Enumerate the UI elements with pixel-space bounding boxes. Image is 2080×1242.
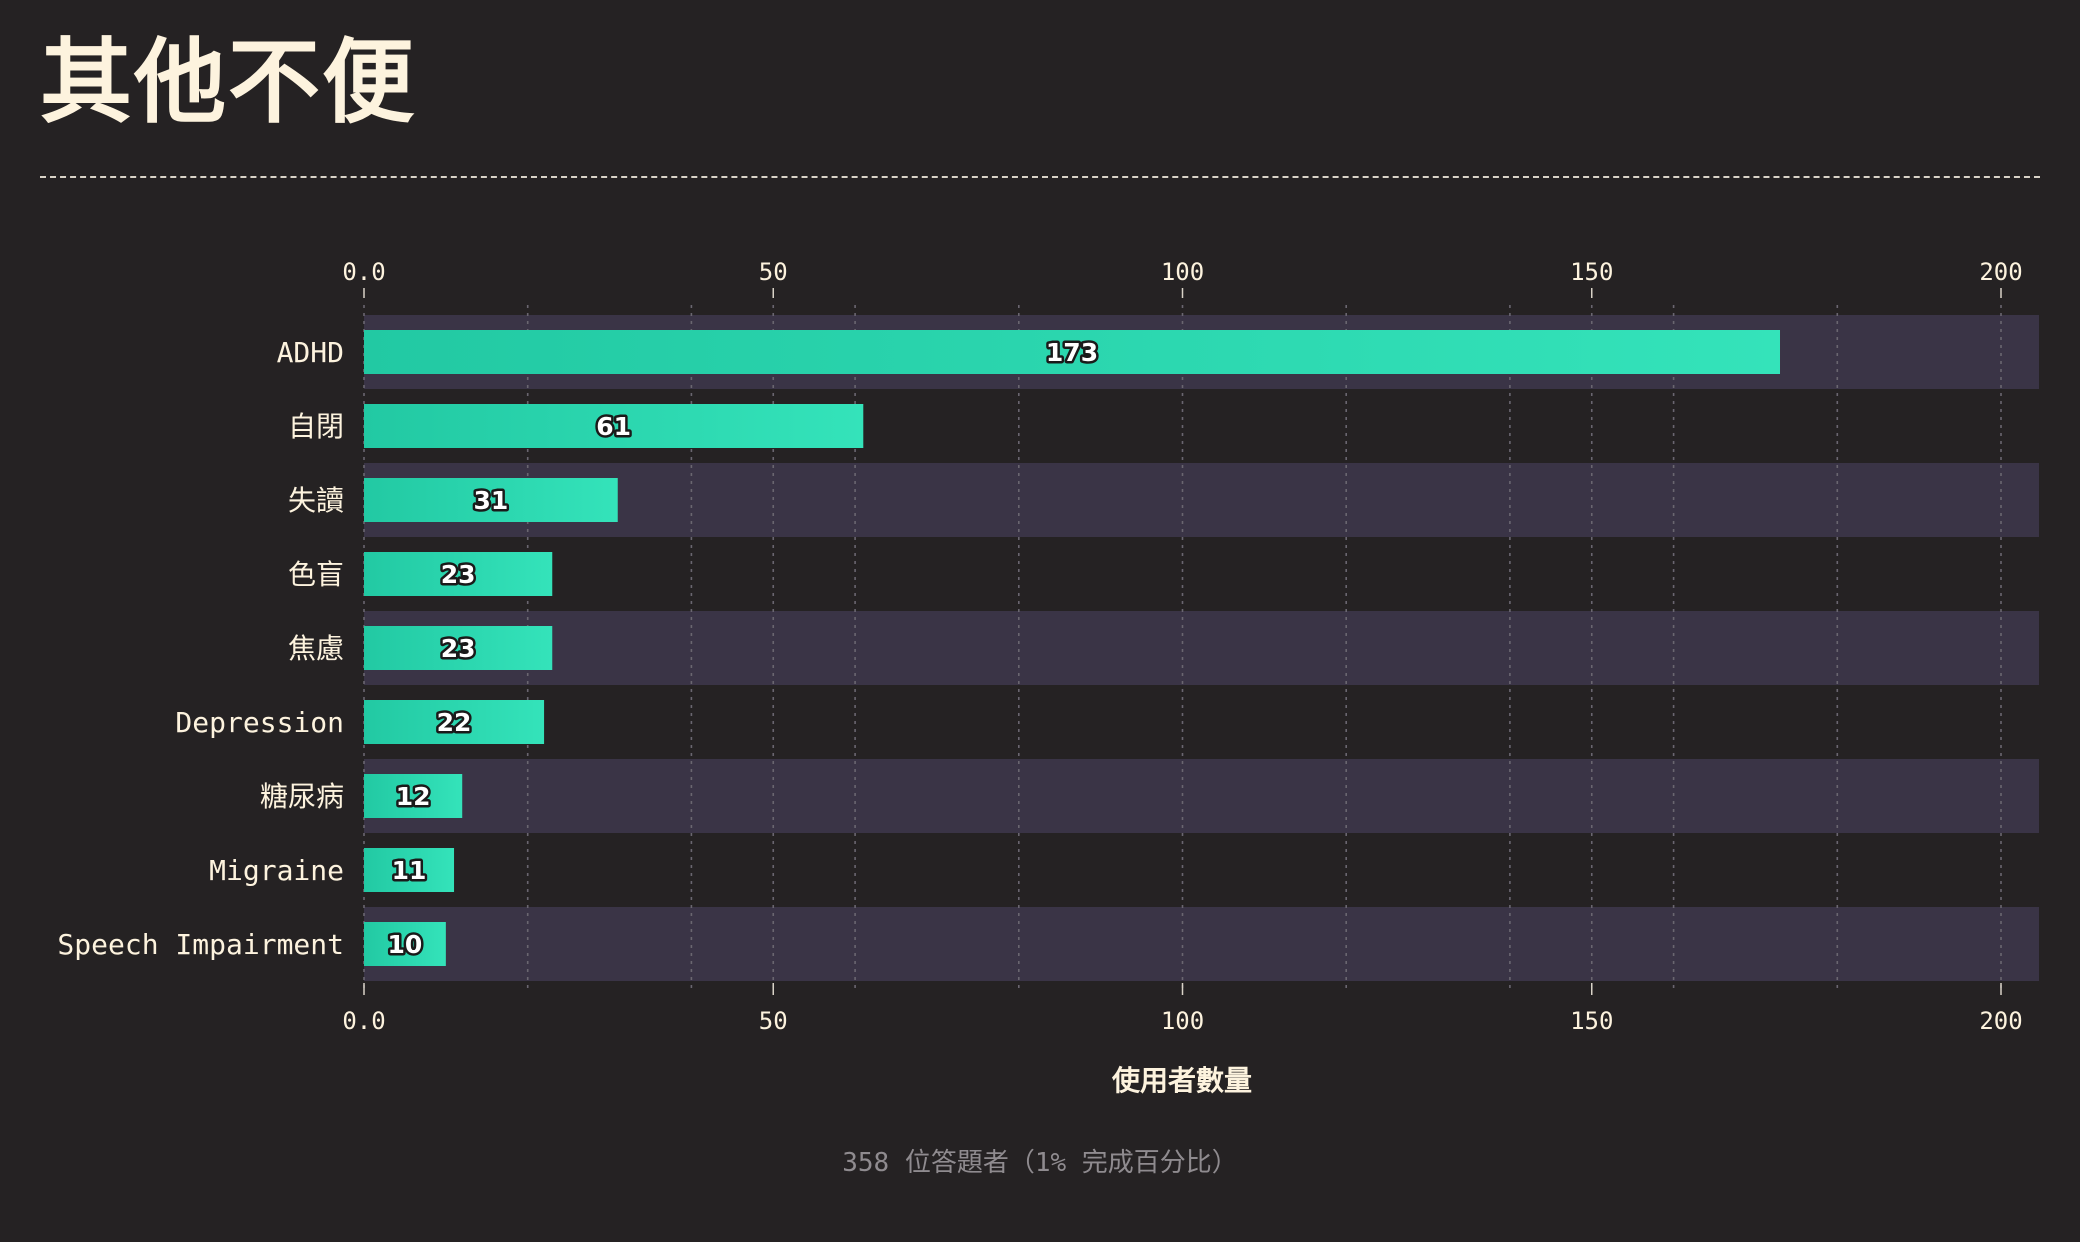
bar — [364, 330, 1781, 374]
page-title: 其他不便 — [40, 29, 417, 136]
bar-value-label: 12 — [396, 782, 431, 811]
bar-value-label: 10 — [388, 930, 423, 959]
x-tick-label-bottom: 0.0 — [342, 1007, 385, 1035]
respondent-count-note: 358 位答題者（1% 完成百分比） — [842, 1148, 1238, 1178]
category-label: Depression — [175, 706, 344, 739]
bar-value-label: 22 — [437, 708, 472, 737]
row-band — [364, 611, 2039, 685]
x-tick-label-bottom: 150 — [1570, 1007, 1613, 1035]
row-band — [364, 907, 2039, 981]
row-bands — [364, 315, 2039, 981]
bar — [364, 552, 553, 596]
category-label: Migraine — [209, 854, 344, 887]
bar-value-label: 11 — [392, 856, 427, 885]
x-tick-label-top: 150 — [1570, 258, 1613, 286]
bar-value-label: 173 — [1046, 338, 1098, 367]
bar — [364, 774, 463, 818]
category-label: ADHD — [277, 336, 344, 369]
x-tick-label-top: 50 — [759, 258, 788, 286]
x-axis-title: 使用者數量 — [1111, 1064, 1252, 1097]
axes: 0.0 0.0 50 50 100 100 150 150 200 200 — [342, 258, 2022, 1035]
bar-chart: 173 61 31 23 23 22 12 11 10 0.0 0.0 50 50 100 100 150 1… — [57, 258, 2039, 1097]
bar — [364, 848, 455, 892]
bar-value-label: 31 — [473, 486, 508, 515]
x-tick-label-bottom: 200 — [1979, 1007, 2022, 1035]
bar — [364, 404, 864, 448]
bar-value-label: 61 — [596, 412, 631, 441]
category-label: 失讀 — [288, 484, 344, 517]
category-label: 色盲 — [288, 558, 344, 591]
row-band — [364, 759, 2039, 833]
bar-value-label: 23 — [441, 560, 476, 589]
category-label: 焦慮 — [288, 632, 344, 665]
x-tick-label-top: 0.0 — [342, 258, 385, 286]
category-label: Speech Impairment — [57, 928, 344, 961]
bars: 173 61 31 23 23 22 12 11 10 — [364, 330, 1781, 966]
category-label: 糖尿病 — [260, 780, 344, 813]
bar-value-label: 23 — [441, 634, 476, 663]
bar — [364, 626, 553, 670]
x-tick-label-top: 100 — [1161, 258, 1204, 286]
bar — [364, 700, 545, 744]
x-tick-label-bottom: 100 — [1161, 1007, 1204, 1035]
x-tick-label-top: 200 — [1979, 258, 2022, 286]
bar — [364, 922, 446, 966]
row-band — [364, 463, 2039, 537]
bar — [364, 478, 618, 522]
title-divider — [40, 176, 2040, 178]
category-label: 自閉 — [288, 410, 344, 443]
x-tick-label-bottom: 50 — [759, 1007, 788, 1035]
